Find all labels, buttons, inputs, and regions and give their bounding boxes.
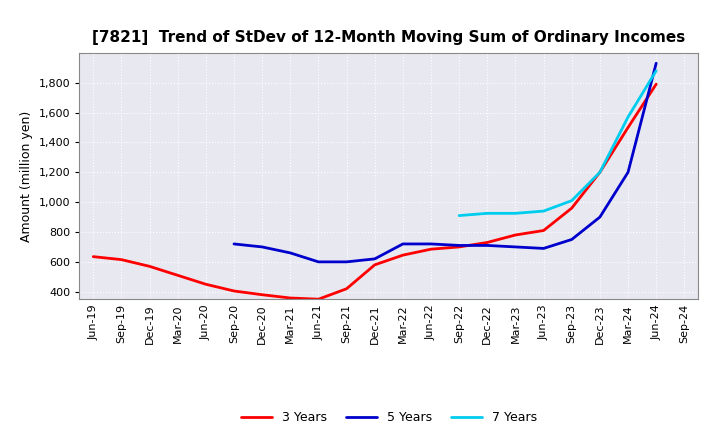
5 Years <box>483 243 492 248</box>
5 Years <box>286 250 294 256</box>
3 Years <box>427 246 436 252</box>
7 Years <box>511 211 520 216</box>
Line: 3 Years: 3 Years <box>94 84 656 299</box>
5 Years <box>652 61 660 66</box>
3 Years <box>624 125 632 130</box>
3 Years <box>539 228 548 233</box>
3 Years <box>89 254 98 259</box>
3 Years <box>595 170 604 175</box>
3 Years <box>511 232 520 238</box>
3 Years <box>455 244 464 249</box>
3 Years <box>483 240 492 245</box>
Line: 5 Years: 5 Years <box>234 63 656 262</box>
7 Years <box>624 114 632 120</box>
3 Years <box>314 297 323 302</box>
3 Years <box>342 286 351 291</box>
3 Years <box>258 292 266 297</box>
5 Years <box>539 246 548 251</box>
Title: [7821]  Trend of StDev of 12-Month Moving Sum of Ordinary Incomes: [7821] Trend of StDev of 12-Month Moving… <box>92 29 685 45</box>
7 Years <box>539 209 548 214</box>
7 Years <box>652 68 660 73</box>
Line: 7 Years: 7 Years <box>459 71 656 216</box>
7 Years <box>567 198 576 203</box>
7 Years <box>455 213 464 218</box>
5 Years <box>230 241 238 246</box>
5 Years <box>370 256 379 261</box>
Y-axis label: Amount (million yen): Amount (million yen) <box>20 110 33 242</box>
5 Years <box>624 170 632 175</box>
3 Years <box>230 288 238 293</box>
3 Years <box>145 264 154 269</box>
Legend: 3 Years, 5 Years, 7 Years: 3 Years, 5 Years, 7 Years <box>235 407 542 429</box>
3 Years <box>567 205 576 211</box>
5 Years <box>455 243 464 248</box>
5 Years <box>399 241 408 246</box>
5 Years <box>342 259 351 264</box>
3 Years <box>652 81 660 87</box>
5 Years <box>258 244 266 249</box>
3 Years <box>202 282 210 287</box>
3 Years <box>174 273 182 278</box>
5 Years <box>314 259 323 264</box>
3 Years <box>399 253 408 258</box>
7 Years <box>483 211 492 216</box>
5 Years <box>595 214 604 220</box>
3 Years <box>370 262 379 268</box>
5 Years <box>427 241 436 246</box>
5 Years <box>567 237 576 242</box>
3 Years <box>286 295 294 301</box>
5 Years <box>511 244 520 249</box>
3 Years <box>117 257 126 262</box>
7 Years <box>595 170 604 175</box>
